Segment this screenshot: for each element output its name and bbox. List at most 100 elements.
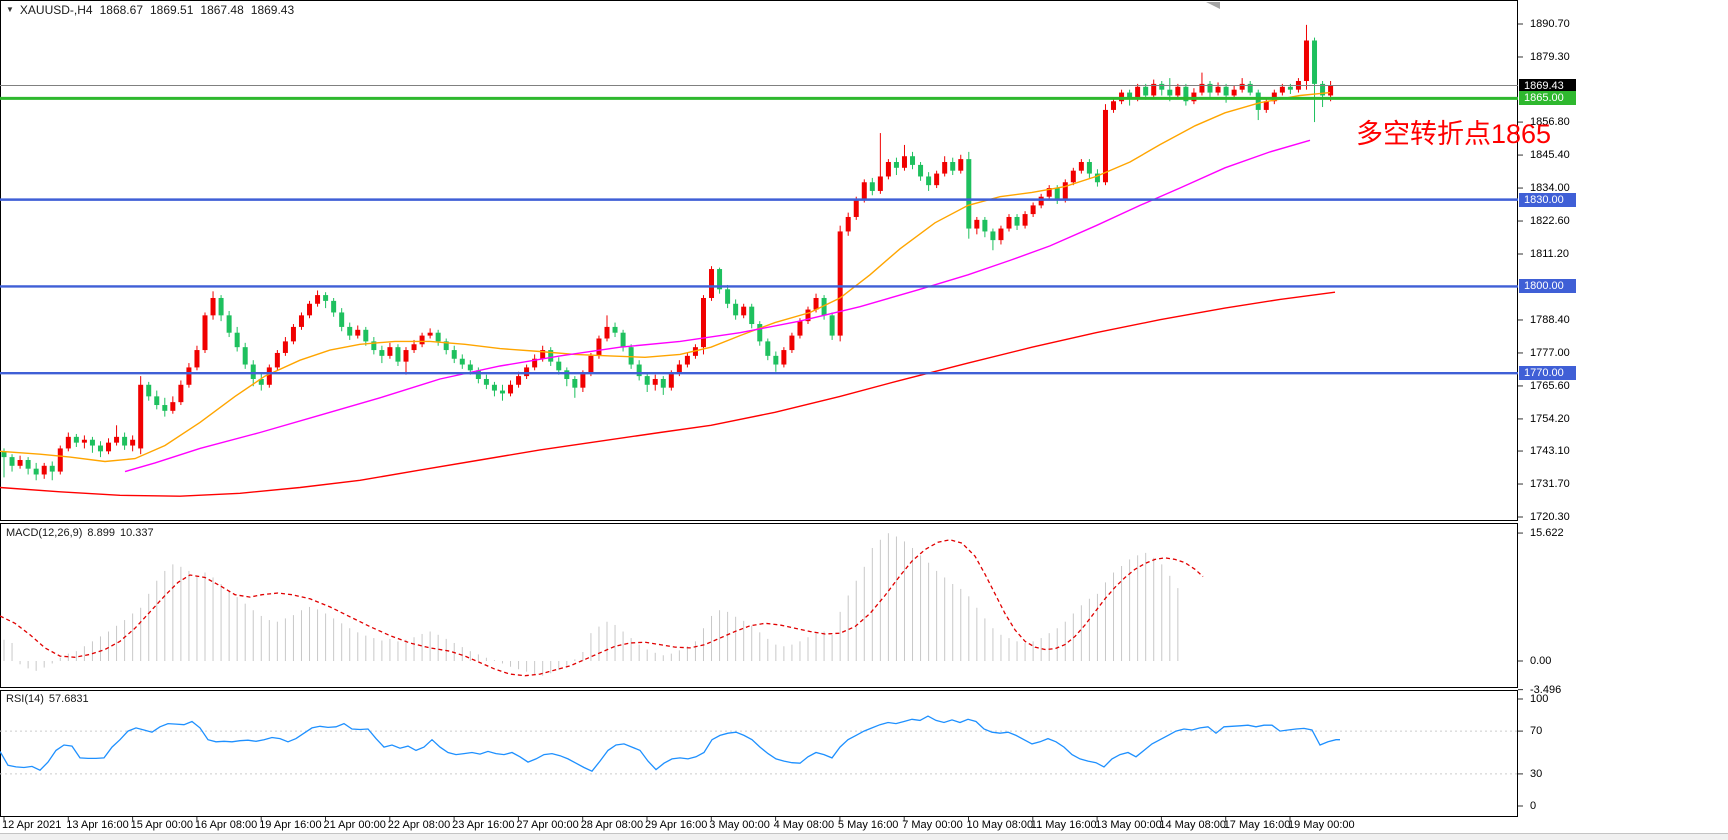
expand-caret-icon[interactable]: ▼ [6, 5, 14, 14]
candle [194, 350, 200, 368]
candle [483, 378, 489, 385]
ma-mid-magenta [124, 139, 1311, 473]
candle [202, 315, 208, 351]
candle [741, 306, 747, 316]
candle [138, 384, 144, 449]
candle [1070, 170, 1076, 183]
candle [1078, 162, 1084, 171]
candle [1159, 83, 1165, 90]
candle [1255, 92, 1261, 110]
candle [298, 315, 304, 327]
candle [443, 341, 449, 351]
horizontal-lines[interactable] [0, 85, 1518, 375]
candle [781, 350, 787, 365]
candle [379, 350, 385, 356]
rsi-line [0, 715, 1340, 773]
candle [725, 289, 731, 304]
ohlc-low: 1867.48 [200, 3, 244, 17]
chart-header: ▼ XAUUSD-,H4 1868.67 1869.51 1867.48 1869.43 [6, 3, 294, 17]
ma-slow-red [0, 291, 1336, 497]
candle [1151, 83, 1157, 96]
candle [910, 156, 916, 165]
candle [604, 326, 610, 339]
candle [89, 439, 95, 446]
candle [958, 159, 964, 171]
macd-panel [0, 533, 1204, 677]
candle [508, 384, 514, 394]
candle [459, 358, 465, 365]
candle [1223, 86, 1229, 96]
candle [451, 350, 457, 359]
candle [1279, 86, 1285, 93]
candle [950, 162, 956, 171]
ohlc-open: 1868.67 [99, 3, 143, 17]
candle [210, 297, 216, 316]
macd-indicator-label: MACD(12,26,9) 8.899 10.337 [6, 527, 154, 539]
candle [234, 332, 240, 348]
candle [1014, 216, 1020, 226]
candle [1102, 109, 1108, 183]
candle [966, 159, 972, 229]
rsi-value: 57.6831 [48, 693, 89, 705]
candle [178, 384, 184, 403]
candle [773, 355, 779, 365]
candle [290, 326, 296, 342]
candle [467, 364, 473, 371]
candle [765, 341, 771, 356]
candle [885, 162, 891, 177]
candle [974, 219, 980, 229]
candle [1239, 83, 1245, 90]
candle [1287, 86, 1293, 90]
candle [982, 219, 988, 232]
candle [1175, 86, 1181, 96]
candle [363, 329, 369, 342]
candle [934, 173, 940, 186]
axis-ticks [3, 23, 1523, 821]
candle [628, 347, 634, 365]
candle [1127, 92, 1133, 99]
candle [1038, 196, 1044, 206]
candle [998, 228, 1004, 241]
macd-signal-line [0, 539, 1204, 677]
candle [371, 341, 377, 351]
annotation-text[interactable]: 多空转折点1865 [1356, 119, 1552, 149]
candle [387, 347, 393, 356]
candle [1030, 205, 1036, 215]
candle [1312, 40, 1318, 84]
candle [644, 376, 650, 385]
candle [154, 396, 160, 406]
rsi-name: RSI(14) [6, 693, 44, 705]
candle [717, 269, 723, 290]
markers [1206, 2, 1220, 9]
candle [282, 341, 288, 353]
candle [1303, 40, 1309, 81]
symbol-timeframe: XAUUSD-,H4 [19, 3, 93, 17]
candle [411, 344, 417, 351]
candle [266, 367, 272, 385]
candle [1215, 86, 1221, 93]
candle [869, 182, 875, 191]
candle [1111, 101, 1117, 110]
candle [1199, 83, 1205, 93]
ohlc-close: 1869.43 [250, 3, 295, 17]
candle [572, 378, 578, 388]
candle [491, 384, 497, 391]
candle [1006, 216, 1012, 229]
candle [242, 347, 248, 365]
candle [114, 436, 120, 443]
candle [258, 378, 264, 385]
candle [942, 162, 948, 174]
candle [540, 350, 546, 359]
candle [660, 378, 666, 388]
candle [893, 162, 899, 168]
candle [1207, 83, 1213, 93]
candle [97, 445, 103, 452]
candle [789, 335, 795, 351]
candle [1086, 162, 1092, 174]
candle [73, 436, 79, 443]
candle [564, 370, 570, 379]
candle [395, 347, 401, 362]
candle [636, 364, 642, 377]
candle [709, 269, 715, 298]
